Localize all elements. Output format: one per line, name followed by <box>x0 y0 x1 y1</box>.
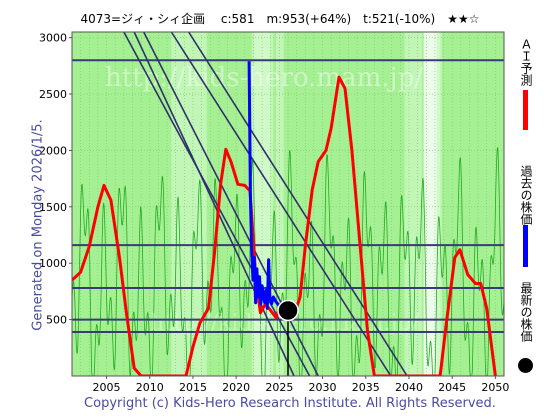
legend-ai-forecast: ＡＩ予測 <box>518 38 534 138</box>
x-tick-label: 2040 <box>395 381 423 394</box>
x-tick-label: 2050 <box>481 381 509 394</box>
page-title: 4073=ジィ・シィ企画 c:581 m:953(+64%) t:521(-10… <box>80 12 480 26</box>
x-tick-label: 2035 <box>352 381 380 394</box>
x-tick-label: 2015 <box>179 381 207 394</box>
x-tick-label: 2025 <box>265 381 293 394</box>
legend-past-price-label: 過去の株価 <box>519 165 533 225</box>
x-tick-label: 2030 <box>309 381 337 394</box>
plot-frame <box>71 31 505 377</box>
legend-past-price-swatch <box>523 225 528 267</box>
generated-date-note: Generated on Monday 2026/1/5. <box>30 95 46 355</box>
background-band <box>423 32 441 376</box>
latest-price-marker <box>277 299 299 322</box>
y-tick-label: 1000 <box>39 257 67 270</box>
background-band <box>436 32 442 376</box>
background-band <box>171 32 195 376</box>
x-tick-label: 2010 <box>136 381 164 394</box>
legend-ai-forecast-label: ＡＩ予測 <box>519 38 533 86</box>
x-tick-label: 2005 <box>93 381 121 394</box>
trend-line <box>123 32 311 376</box>
trend-line <box>133 32 295 376</box>
generated-date-text: Generated on Monday 2026/1/5. <box>30 119 46 331</box>
past-price-line <box>247 61 289 312</box>
oscillator-line <box>72 147 504 376</box>
y-tick-label: 2000 <box>39 144 67 157</box>
background-band <box>275 32 284 376</box>
trend-line <box>187 32 408 376</box>
x-tick-label: 2045 <box>438 381 466 394</box>
legend-latest-price-dot <box>518 358 533 373</box>
legend-past-price: 過去の株価 <box>518 165 534 275</box>
legend-latest-price: 最新の株価 <box>518 282 534 392</box>
legend-ai-forecast-swatch <box>523 90 528 130</box>
y-tick-label: 500 <box>46 314 67 327</box>
trend-line <box>170 32 392 376</box>
ai-forecast-line <box>72 75 497 376</box>
watermark: http://kids-hero.mam.jp/ <box>105 63 423 93</box>
x-tick-label: 2020 <box>222 381 250 394</box>
legend-latest-price-label: 最新の株価 <box>519 282 533 342</box>
y-tick-label: 3000 <box>39 32 67 45</box>
y-tick-label: 2500 <box>39 88 67 101</box>
copyright-notice: Copyright (c) Kids-Hero Research Institu… <box>84 396 496 411</box>
y-tick-label: 1500 <box>39 201 67 214</box>
